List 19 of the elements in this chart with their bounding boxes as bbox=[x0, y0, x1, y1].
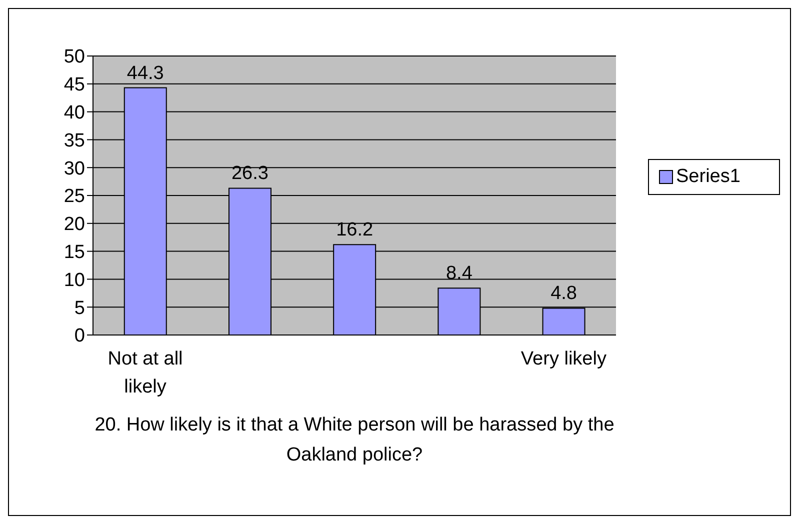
y-tick-label: 10 bbox=[64, 270, 85, 291]
x-tick-label: Not at all likely bbox=[108, 348, 183, 398]
data-label: 26.3 bbox=[231, 163, 268, 184]
x-tick-label: Very likely bbox=[520, 348, 607, 370]
y-tick-label: 0 bbox=[74, 326, 85, 347]
x-axis-title: 20. How likely is it that a White person will be harassed by the Oakland police? bbox=[94, 414, 614, 466]
data-label: 8.4 bbox=[446, 263, 473, 284]
legend-label: Series1 bbox=[675, 166, 742, 188]
data-label: 44.3 bbox=[126, 62, 164, 84]
y-tick-label: 20 bbox=[64, 214, 85, 236]
y-tick-label: 35 bbox=[64, 130, 85, 152]
y-tick-label: 50 bbox=[64, 46, 85, 68]
y-tick-label: 25 bbox=[64, 186, 85, 208]
y-tick-label: 45 bbox=[64, 74, 85, 96]
y-tick-label: 40 bbox=[64, 102, 85, 124]
y-tick-label: 30 bbox=[64, 158, 85, 180]
y-tick-label: 15 bbox=[64, 242, 85, 264]
data-label: 4.8 bbox=[550, 283, 577, 304]
y-tick-label: 5 bbox=[74, 298, 85, 319]
